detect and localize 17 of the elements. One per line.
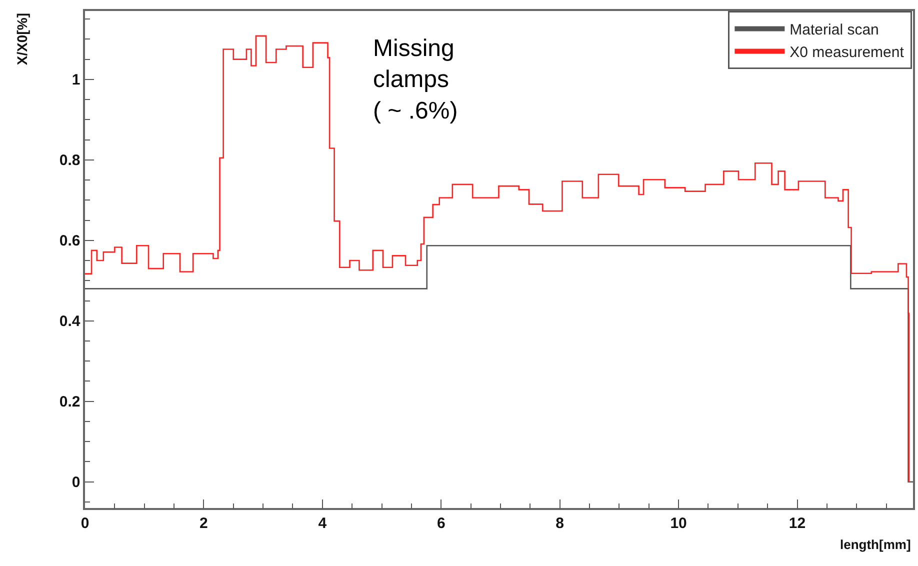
x-tick-label: 6 [436, 514, 446, 532]
x-tick-label: 12 [788, 514, 806, 532]
x-tick-label: 8 [556, 514, 564, 532]
y-axis-title: X/X0[%] [14, 13, 30, 66]
x-axis-title: length[mm] [840, 537, 911, 552]
y-tick-label: 0.4 [59, 313, 81, 330]
y-tick-label: 0.8 [59, 152, 80, 170]
y-tick-label: 0.2 [59, 394, 80, 411]
legend-label: X0 measurement [790, 44, 905, 62]
annotation: Missing clamps ( ~ .6%) [373, 35, 458, 124]
x-tick-label: 10 [670, 514, 687, 532]
y-tick-label: 1 [72, 72, 80, 89]
y-tick-label: 0.6 [59, 232, 80, 250]
x-tick-label: 2 [200, 514, 208, 532]
y-tick-label: 0 [72, 474, 80, 492]
x-tick-label: 4 [318, 514, 328, 532]
legend-label: Material scan [790, 22, 879, 39]
